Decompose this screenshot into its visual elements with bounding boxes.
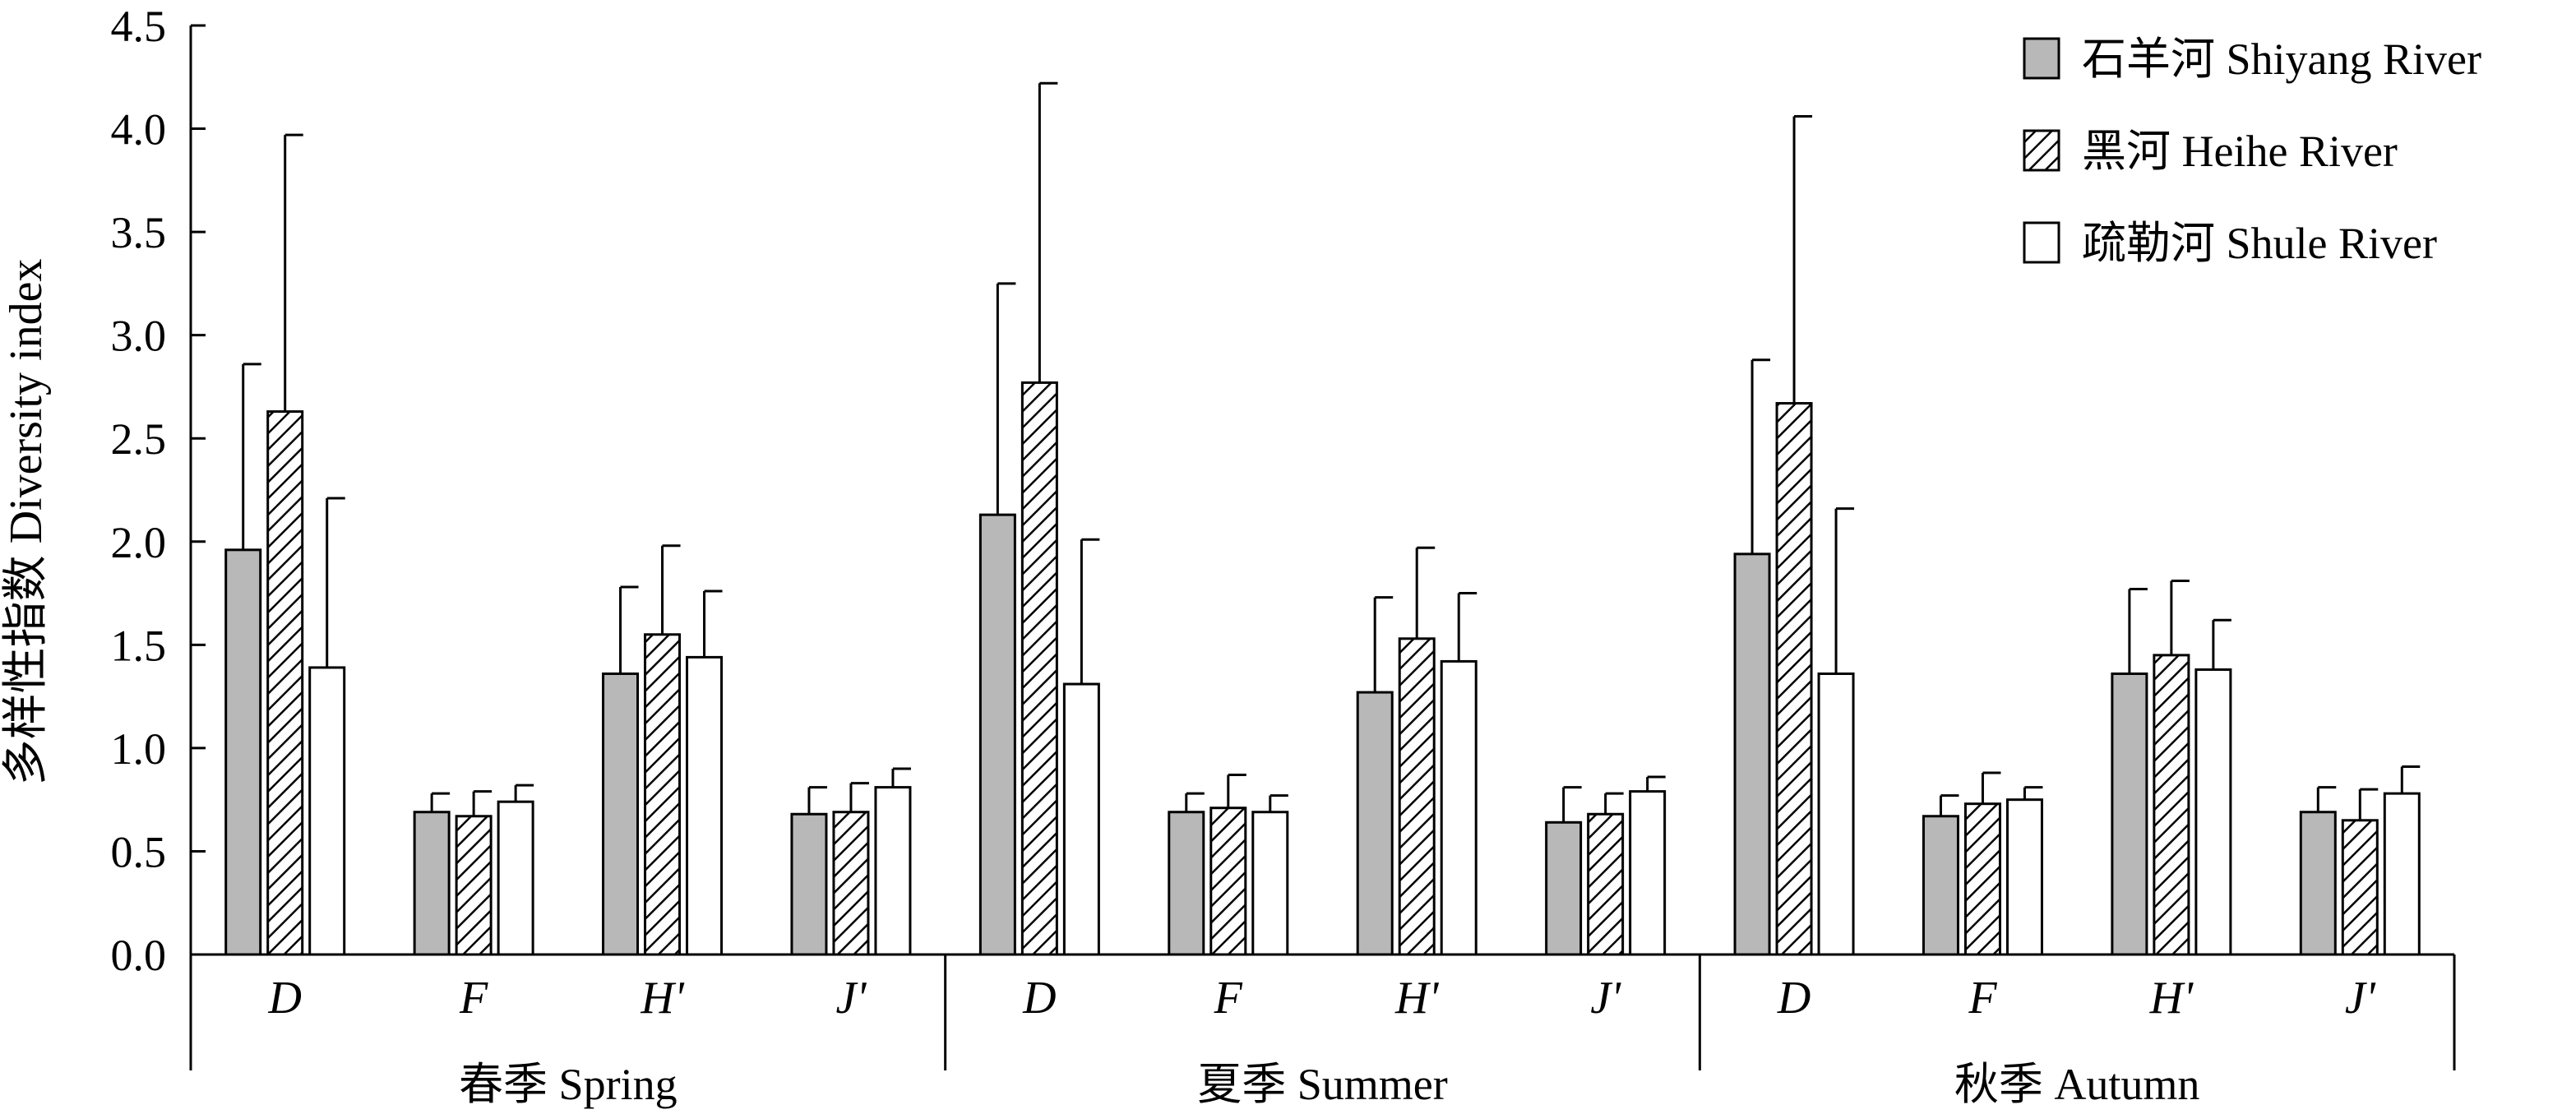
group-label: 夏季 Summer <box>1197 1060 1448 1109</box>
y-tick-label: 1.5 <box>111 621 167 670</box>
bar <box>790 812 828 956</box>
y-tick-label: 0.0 <box>111 931 167 980</box>
bar <box>2341 819 2379 956</box>
bar <box>644 633 682 956</box>
bar <box>1062 682 1100 956</box>
bar <box>497 800 534 956</box>
y-tick-label: 3.5 <box>111 208 167 257</box>
bar <box>1020 381 1058 956</box>
category-label: J' <box>2345 973 2376 1024</box>
bar <box>1251 811 1289 956</box>
category-label: J' <box>836 973 867 1024</box>
category-label: H' <box>1394 973 1439 1024</box>
bar <box>1356 691 1394 956</box>
legend-label: 黑河 Heihe River <box>2082 127 2398 176</box>
y-tick-label: 2.5 <box>111 414 167 464</box>
bar <box>224 548 262 956</box>
bar <box>2383 792 2421 956</box>
bar <box>308 666 346 956</box>
bar <box>1545 820 1583 956</box>
y-tick-label: 0.5 <box>111 827 167 876</box>
bar <box>874 786 912 956</box>
bar <box>1440 659 1478 956</box>
category-label: F <box>459 973 488 1024</box>
y-tick-label: 4.0 <box>111 105 167 155</box>
category-label: D <box>1777 973 1811 1024</box>
bar <box>1587 812 1625 956</box>
x-axis: D F H' J' D F H' J' D F H' J' 春季 Spring 夏季 Summer 秋季 A… <box>189 953 2456 1109</box>
bar <box>1209 807 1247 956</box>
category-label: H' <box>640 973 684 1024</box>
bar <box>455 815 493 956</box>
y-tick-label: 4.5 <box>111 2 167 51</box>
bar <box>832 811 870 956</box>
bar <box>413 811 451 956</box>
category-label: D <box>267 973 301 1024</box>
bar <box>1775 402 1813 956</box>
bar <box>2005 798 2043 956</box>
y-tick-label: 2.0 <box>111 518 167 567</box>
bar <box>2153 654 2190 956</box>
bar <box>1817 672 1855 956</box>
legend-label: 疏勒河 Shule River <box>2082 219 2437 268</box>
legend-swatch <box>2023 221 2060 264</box>
category-label: J' <box>1590 973 1621 1024</box>
bar <box>2194 668 2232 956</box>
bar <box>1963 802 2001 956</box>
bar <box>266 410 304 956</box>
category-label: F <box>1214 973 1243 1024</box>
bar <box>1922 815 1959 956</box>
bar <box>2111 672 2148 956</box>
legend: 石羊河 Shiyang River 黑河 Heihe River 疏勒河 Shule… <box>2023 35 2481 268</box>
category-label: F <box>1968 973 1997 1024</box>
group-label: 春季 Spring <box>459 1060 678 1109</box>
category-label: D <box>1022 973 1056 1024</box>
y-axis: 0.0 0.5 1.0 1.5 2.0 2.5 3.0 3.5 4.0 4.5 <box>111 2 206 980</box>
bars <box>224 381 2421 956</box>
legend-swatch <box>2023 37 2060 80</box>
bar <box>602 672 640 956</box>
bar <box>978 513 1016 956</box>
bar <box>686 655 724 956</box>
y-tick-label: 1.0 <box>111 724 167 774</box>
category-label: H' <box>2149 973 2194 1024</box>
bar <box>1168 811 1205 956</box>
bar <box>1629 790 1667 956</box>
bar <box>2299 811 2337 956</box>
legend-swatch <box>2023 129 2060 172</box>
group-label: 秋季 Autumn <box>1954 1060 2200 1109</box>
y-axis-title: 多样性指数 Diversity index <box>1 259 52 786</box>
bar <box>1398 637 1436 956</box>
error-bars <box>242 81 2421 823</box>
legend-label: 石羊河 Shiyang River <box>2082 35 2481 84</box>
y-tick-label: 3.0 <box>111 312 167 361</box>
bar <box>1733 552 1771 956</box>
